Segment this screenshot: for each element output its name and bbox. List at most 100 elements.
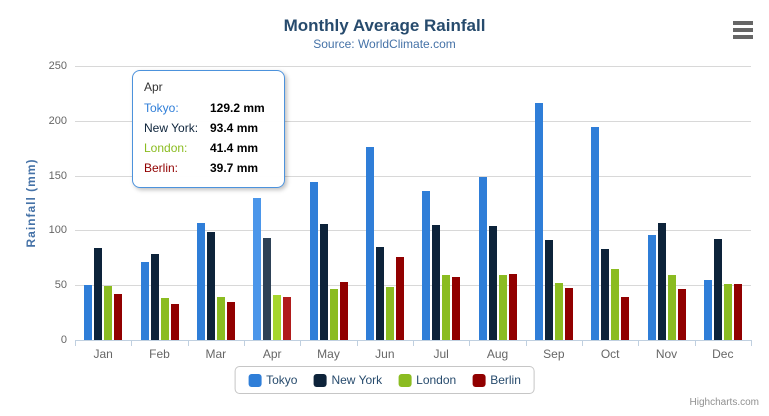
x-axis-label: Oct (600, 347, 620, 361)
x-axis-tick (187, 340, 189, 346)
x-axis-tick (75, 340, 76, 346)
bar-tokyo-feb[interactable] (140, 261, 149, 340)
bar-berlin-jun[interactable] (395, 257, 404, 340)
bar-new-york-jul[interactable] (432, 224, 441, 340)
hamburger-bar (733, 35, 753, 39)
bar-new-york-jun[interactable] (375, 247, 384, 340)
chart-title: Monthly Average Rainfall (283, 16, 486, 35)
legend-label: Tokyo (266, 373, 298, 387)
x-axis-tick (469, 340, 471, 346)
bar-tokyo-aug[interactable] (478, 177, 487, 340)
x-axis-label: Aug (486, 347, 509, 361)
bar-new-york-may[interactable] (319, 223, 328, 340)
bar-london-mar[interactable] (216, 296, 225, 340)
x-axis-label: Jun (375, 347, 395, 361)
bar-london-jun[interactable] (385, 287, 394, 340)
bar-london-jul[interactable] (442, 275, 451, 340)
x-axis-label: Sep (543, 347, 565, 361)
bar-london-may[interactable] (329, 288, 338, 340)
x-axis-tick (356, 340, 358, 346)
tooltip-series-name: London: (144, 141, 188, 155)
bar-tokyo-nov[interactable] (647, 235, 656, 340)
bar-london-nov[interactable] (667, 275, 676, 340)
legend-item-london[interactable]: London (398, 373, 456, 387)
bar-berlin-may[interactable] (339, 282, 348, 340)
bar-berlin-jan[interactable] (114, 293, 123, 340)
bar-tokyo-jul[interactable] (422, 191, 431, 340)
legend-swatch-new-york (313, 373, 327, 387)
bar-berlin-aug[interactable] (508, 273, 517, 340)
bar-new-york-sep[interactable] (544, 240, 553, 340)
bar-tokyo-oct[interactable] (591, 127, 600, 340)
y-axis-label: 0 (60, 334, 67, 346)
x-axis-tick (525, 340, 527, 346)
gridline (75, 230, 751, 232)
legend-swatch-tokyo (248, 373, 262, 387)
bar-berlin-apr[interactable] (283, 296, 292, 340)
legend-label: London (416, 373, 457, 387)
bar-new-york-dec[interactable] (713, 238, 722, 340)
legend-swatch-london (398, 373, 412, 387)
bar-london-feb[interactable] (160, 297, 169, 340)
gridline (75, 120, 751, 122)
bar-new-york-jan[interactable] (94, 248, 103, 340)
bar-london-aug[interactable] (498, 274, 507, 340)
bar-tokyo-jun[interactable] (365, 147, 374, 340)
tooltip-series-value: 41.4 mm (210, 141, 259, 155)
tooltip-row-london: London: 41.4 mm (144, 138, 273, 158)
gridline (75, 66, 751, 67)
bar-berlin-sep[interactable] (564, 287, 573, 340)
hamburger-bar (733, 21, 753, 25)
bar-tokyo-apr[interactable] (253, 198, 262, 340)
hamburger-menu-icon[interactable] (733, 21, 753, 42)
tooltip-category: Apr (144, 80, 163, 94)
bar-berlin-mar[interactable] (226, 302, 235, 340)
bar-berlin-feb[interactable] (170, 303, 179, 340)
bar-new-york-apr[interactable] (263, 237, 272, 340)
bar-london-jan[interactable] (104, 286, 113, 340)
bar-tokyo-mar[interactable] (196, 223, 205, 340)
x-axis-label: Mar (205, 347, 227, 361)
bar-london-apr[interactable] (273, 294, 282, 340)
x-axis-label: Nov (655, 347, 678, 361)
tooltip-series-name: New York: (144, 121, 199, 135)
bar-tokyo-sep[interactable] (534, 102, 543, 340)
bar-berlin-nov[interactable] (677, 288, 686, 340)
chart-subtitle: Source: WorldClimate.com (313, 37, 456, 51)
tooltip: Apr Tokyo: 129.2 mm New York: 93.4 mm London… (132, 70, 285, 188)
y-axis-label: 250 (48, 60, 67, 72)
x-axis-tick (131, 340, 133, 346)
bar-new-york-mar[interactable] (206, 232, 215, 340)
bar-new-york-nov[interactable] (657, 223, 666, 340)
legend-item-new-york[interactable]: New York (313, 373, 382, 387)
credits-link[interactable]: Highcharts.com (689, 397, 759, 408)
legend-item-tokyo[interactable]: Tokyo (248, 373, 297, 387)
bar-tokyo-may[interactable] (309, 182, 318, 340)
legend-label: Berlin (490, 373, 521, 387)
x-axis-label: Jan (93, 347, 113, 361)
bar-new-york-aug[interactable] (488, 225, 497, 340)
bar-new-york-oct[interactable] (601, 248, 610, 340)
legend-label: New York (331, 373, 383, 387)
x-axis-label: May (317, 347, 340, 361)
bar-london-dec[interactable] (723, 283, 732, 340)
bar-london-oct[interactable] (611, 268, 620, 340)
y-axis-label: 150 (48, 169, 67, 182)
tooltip-row-berlin: Berlin: 39.7 mm (144, 158, 273, 178)
bar-london-sep[interactable] (554, 282, 563, 340)
tooltip-series-name: Berlin: (144, 161, 179, 175)
bar-new-york-feb[interactable] (150, 253, 159, 340)
bar-berlin-dec[interactable] (733, 284, 742, 340)
x-axis-tick (244, 340, 245, 346)
y-axis-label: 200 (48, 114, 67, 127)
legend-swatch-berlin (472, 373, 486, 387)
legend-item-berlin[interactable]: Berlin (472, 373, 521, 387)
bar-tokyo-jan[interactable] (84, 285, 93, 340)
bar-tokyo-dec[interactable] (703, 280, 712, 340)
bar-berlin-oct[interactable] (621, 297, 630, 340)
x-axis-tick (413, 340, 414, 346)
x-axis-tick (694, 340, 696, 346)
bar-berlin-jul[interactable] (452, 277, 461, 340)
tooltip-row-new-york: New York: 93.4 mm (144, 118, 273, 138)
